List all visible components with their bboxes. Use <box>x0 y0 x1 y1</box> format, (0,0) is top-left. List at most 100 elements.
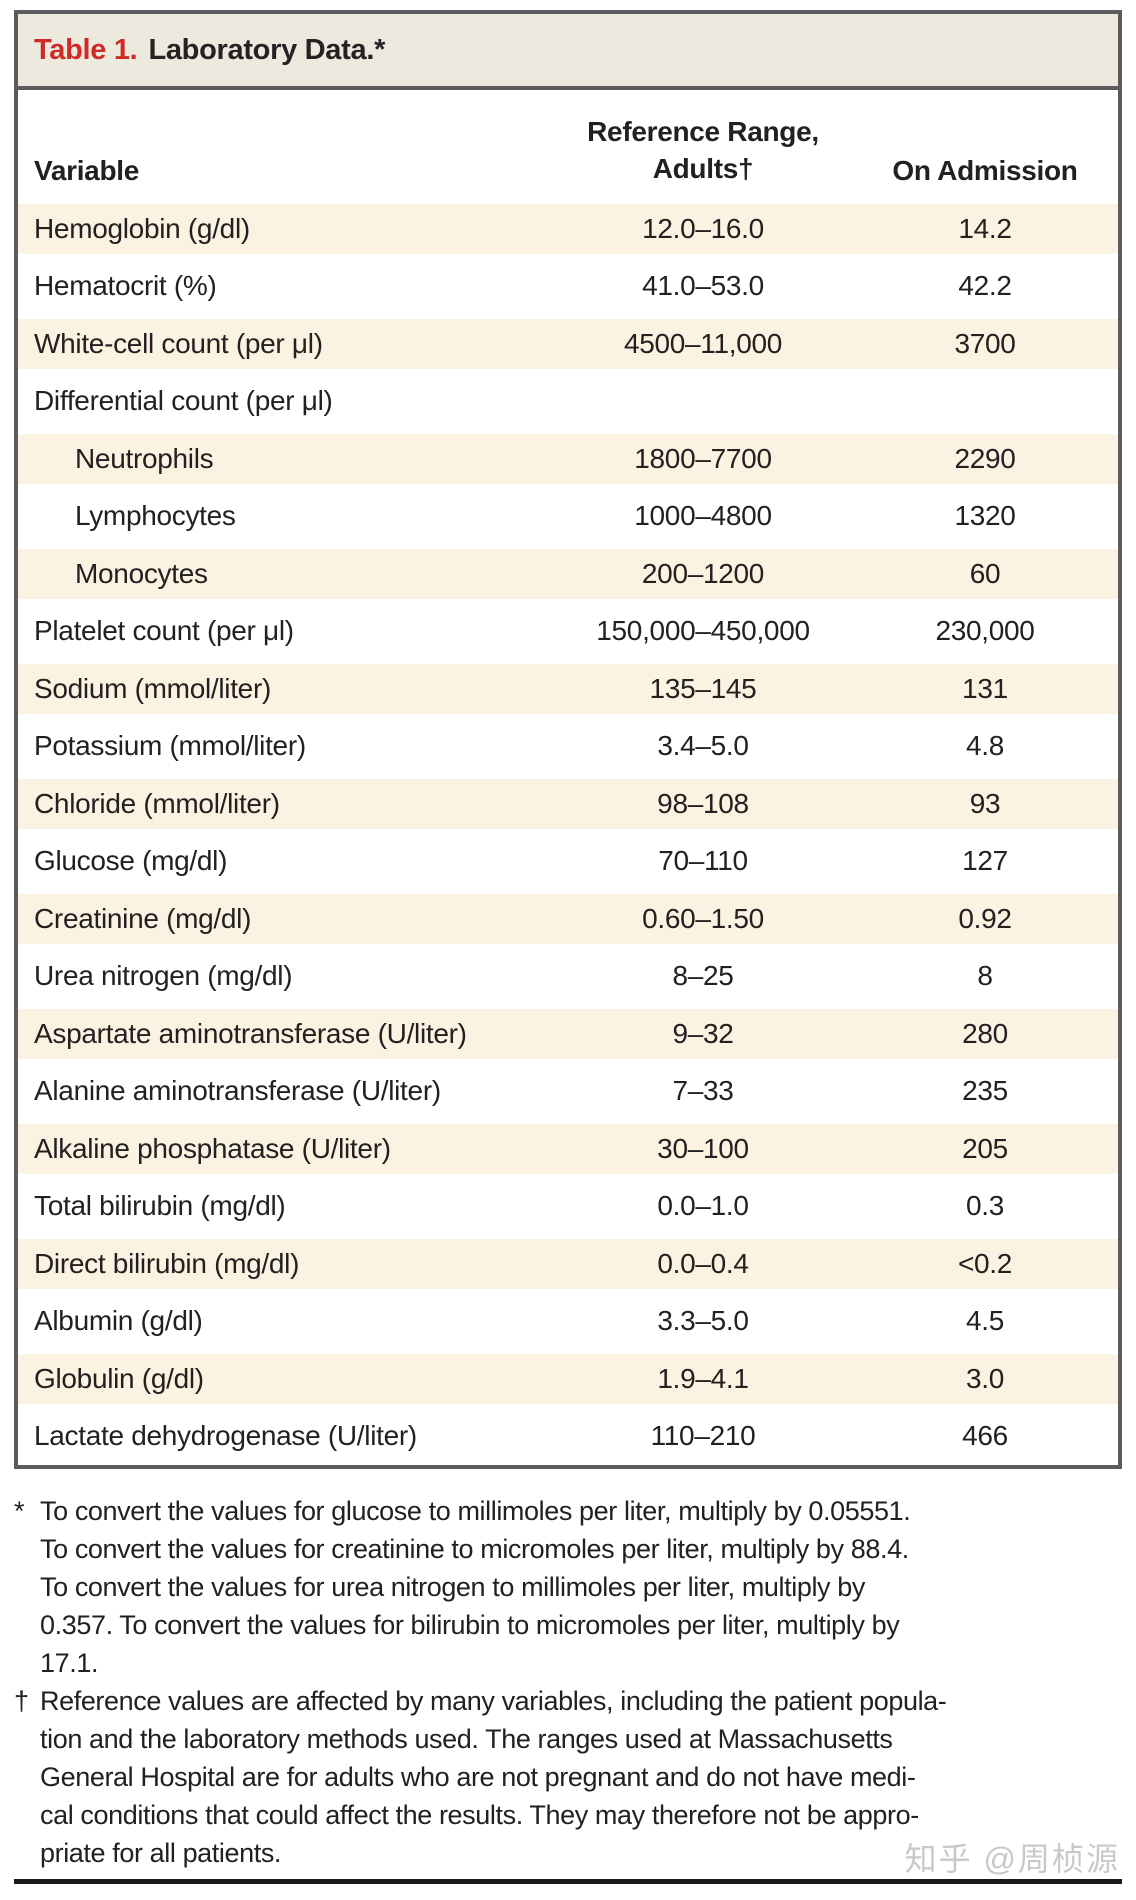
row-range-cell: 1800–7700 <box>634 442 772 474</box>
footnote-line: To convert the values for glucose to mil… <box>40 1496 911 1526</box>
row-range-cell: 0.0–1.0 <box>657 1190 749 1222</box>
table-row: White-cell count (per μl) 4500–11,000 37… <box>18 315 1118 373</box>
row-admission-cell: 205 <box>962 1132 1008 1164</box>
table-title-bar: Table 1. Laboratory Data.* <box>18 14 1118 90</box>
row-variable-cell: Neutrophils <box>75 442 214 474</box>
footnote-line: 0.357. To convert the values for bilirub… <box>40 1610 900 1640</box>
footnote-lines: Reference values are affected by many va… <box>40 1682 1130 1872</box>
column-header-reference-range-line1: Reference Range, <box>587 116 819 147</box>
row-variable-cell: Lymphocytes <box>75 500 236 532</box>
table-row: Hemoglobin (g/dl) 12.0–16.0 14.2 <box>18 200 1118 258</box>
row-admission-cell: 3.0 <box>965 1362 1005 1394</box>
row-admission-cell: 131 <box>962 672 1008 704</box>
row-variable-cell: Sodium (mmol/liter) <box>34 672 272 704</box>
row-variable-cell: Potassium (mmol/liter) <box>34 730 306 762</box>
row-variable-cell: Direct bilirubin (mg/dl) <box>34 1247 300 1279</box>
row-range-cell: 3.3–5.0 <box>657 1305 749 1337</box>
row-range-cell: 150,000–450,000 <box>596 615 810 647</box>
row-range-cell: 41.0–53.0 <box>642 270 764 302</box>
row-variable-cell: Alkaline phosphatase (U/liter) <box>34 1132 391 1164</box>
footnotes: * To convert the values for glucose to m… <box>14 1492 1130 1872</box>
row-admission-cell: 230,000 <box>935 615 1035 647</box>
bottom-rule <box>14 1879 1122 1884</box>
table-body: Hemoglobin (g/dl) 12.0–16.0 14.2 Hematoc… <box>18 200 1118 1465</box>
watermark: 知乎 @周桢源 <box>904 1841 1120 1877</box>
table-title-label: Table 1. <box>34 33 138 66</box>
row-variable-cell: Globulin (g/dl) <box>34 1362 204 1394</box>
footnote-marker: * <box>14 1496 25 1526</box>
table-row: Hematocrit (%) 41.0–53.0 42.2 <box>18 258 1118 316</box>
row-admission-cell: 235 <box>962 1075 1008 1107</box>
footnote-line: General Hospital are for adults who are … <box>40 1762 916 1792</box>
row-range-cell: 110–210 <box>650 1420 756 1452</box>
row-range-cell: 12.0–16.0 <box>642 212 764 244</box>
table-row: Creatinine (mg/dl) 0.60–1.50 0.92 <box>18 890 1118 948</box>
column-header-on-admission: On Admission <box>892 155 1078 186</box>
row-admission-cell: 14.2 <box>958 212 1012 244</box>
row-admission-cell: 127 <box>962 845 1008 877</box>
row-range-cell: 200–1200 <box>641 557 765 589</box>
footnote-line: cal conditions that could affect the res… <box>40 1800 919 1830</box>
table-row: Lymphocytes 1000–4800 1320 <box>18 488 1118 546</box>
footnote-line: 17.1. <box>40 1648 99 1678</box>
row-range-cell: 0.0–0.4 <box>657 1247 749 1279</box>
row-range-cell: 70–110 <box>658 845 748 877</box>
row-range-cell: 1.9–4.1 <box>657 1362 749 1394</box>
row-range-cell: 9–32 <box>672 1017 734 1049</box>
row-range-cell: 0.60–1.50 <box>642 902 764 934</box>
table-row: Aspartate aminotransferase (U/liter) 9–3… <box>18 1005 1118 1063</box>
row-range-cell: 4500–11,000 <box>623 327 783 359</box>
row-variable-cell: Urea nitrogen (mg/dl) <box>34 960 293 992</box>
footnote-line: priate for all patients. <box>40 1838 282 1868</box>
row-range-cell: 135–145 <box>649 672 757 704</box>
table-row: Monocytes 200–1200 60 <box>18 545 1118 603</box>
row-variable-cell: Hematocrit (%) <box>34 270 217 302</box>
row-variable-cell: Chloride (mmol/liter) <box>34 787 280 819</box>
footnote-marker: † <box>14 1686 29 1716</box>
row-admission-cell: 42.2 <box>958 270 1012 302</box>
column-header-variable: Variable <box>34 155 140 186</box>
row-variable-cell: Differential count (per μl) <box>34 385 333 417</box>
table-row: Alkaline phosphatase (U/liter) 30–100 20… <box>18 1120 1118 1178</box>
row-admission-cell: 4.8 <box>965 730 1005 762</box>
row-range-cell: 7–33 <box>672 1075 734 1107</box>
table-row: Urea nitrogen (mg/dl) 8–25 8 <box>18 948 1118 1006</box>
table-row: Direct bilirubin (mg/dl) 0.0–0.4 <0.2 <box>18 1235 1118 1293</box>
table-row: Albumin (g/dl) 3.3–5.0 4.5 <box>18 1293 1118 1351</box>
row-admission-cell: 3700 <box>954 327 1016 359</box>
footnote-line: Reference values are affected by many va… <box>40 1686 947 1716</box>
row-variable-cell: Total bilirubin (mg/dl) <box>34 1190 286 1222</box>
row-admission-cell: 0.3 <box>965 1190 1005 1222</box>
footnote: † Reference values are affected by many … <box>14 1682 1130 1872</box>
row-variable-cell: Creatinine (mg/dl) <box>34 902 252 934</box>
table-row: Platelet count (per μl) 150,000–450,000 … <box>18 603 1118 661</box>
row-admission-cell: 8 <box>977 960 993 992</box>
row-admission-cell: 60 <box>969 557 1001 589</box>
row-admission-cell: 4.5 <box>965 1305 1005 1337</box>
table-row: Total bilirubin (mg/dl) 0.0–1.0 0.3 <box>18 1178 1118 1236</box>
table-row: Potassium (mmol/liter) 3.4–5.0 4.8 <box>18 718 1118 776</box>
row-admission-cell: 2290 <box>954 442 1016 474</box>
row-admission-cell: 0.92 <box>958 902 1012 934</box>
row-variable-cell: Glucose (mg/dl) <box>34 845 228 877</box>
row-variable-cell: Monocytes <box>75 557 208 589</box>
row-admission-cell: 466 <box>962 1420 1008 1452</box>
table-row: Differential count (per μl) <box>18 373 1118 431</box>
table-row: Lactate dehydrogenase (U/liter) 110–210 … <box>18 1408 1118 1466</box>
footnote: * To convert the values for glucose to m… <box>14 1492 1130 1682</box>
row-variable-cell: Hemoglobin (g/dl) <box>34 212 250 244</box>
row-variable-cell: Platelet count (per μl) <box>34 615 294 647</box>
footnote-line: To convert the values for urea nitrogen … <box>40 1572 865 1602</box>
row-variable-cell: Aspartate aminotransferase (U/liter) <box>34 1017 467 1049</box>
row-admission-cell: 93 <box>969 787 1001 819</box>
column-header-reference-range-line2: Adults† <box>652 153 754 184</box>
column-header-reference-range: Reference Range, Adults† <box>543 113 863 187</box>
row-range-cell: 98–108 <box>657 787 749 819</box>
table-row: Globulin (g/dl) 1.9–4.1 3.0 <box>18 1350 1118 1408</box>
row-admission-cell: 280 <box>962 1017 1008 1049</box>
row-admission-cell: <0.2 <box>957 1247 1013 1279</box>
footnote-lines: To convert the values for glucose to mil… <box>40 1492 1130 1682</box>
table-row: Chloride (mmol/liter) 98–108 93 <box>18 775 1118 833</box>
footnote-line: tion and the laboratory methods used. Th… <box>40 1724 893 1754</box>
row-variable-cell: Albumin (g/dl) <box>34 1305 203 1337</box>
